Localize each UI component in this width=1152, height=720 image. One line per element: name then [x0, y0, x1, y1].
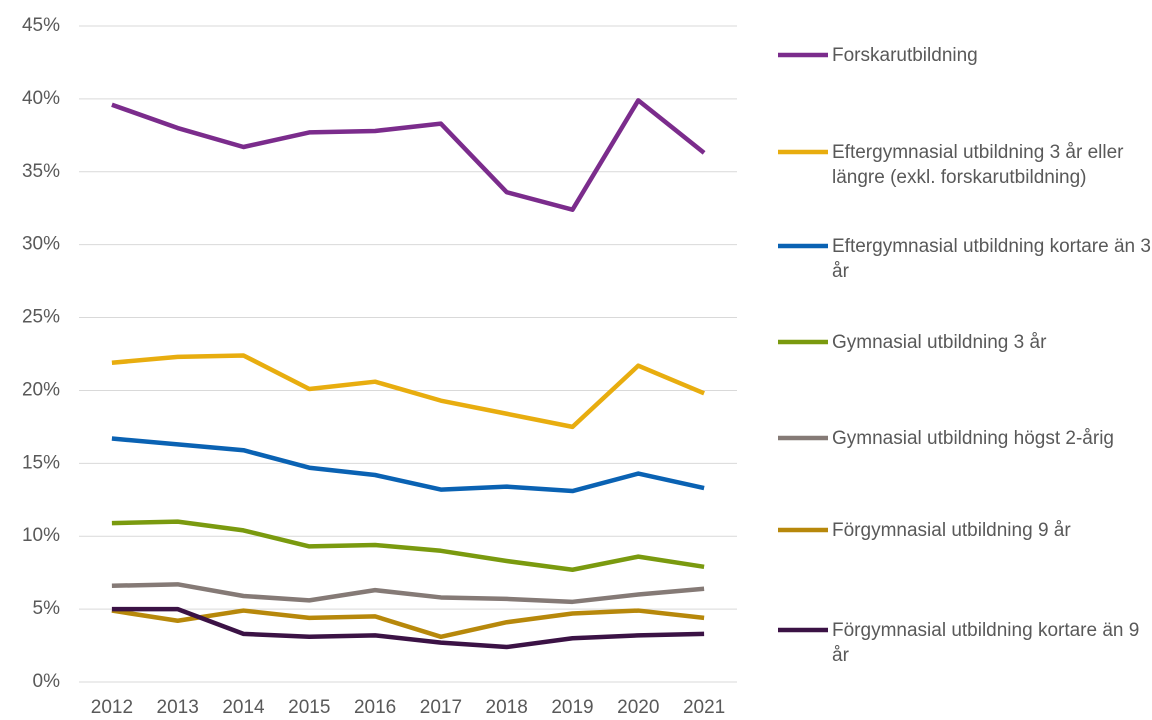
y-tick-label: 10% — [22, 525, 60, 546]
x-tick-label: 2016 — [354, 697, 396, 718]
series-line — [111, 608, 705, 640]
y-tick-label: 40% — [22, 88, 60, 109]
y-tick-label: 45% — [22, 15, 60, 36]
legend-label: Gymnasial utbildning 3 år — [832, 331, 1047, 353]
y-tick-label: 15% — [22, 452, 60, 473]
y-tick-label: 30% — [22, 234, 60, 255]
y-tick-label: 0% — [33, 671, 61, 692]
x-tick-label: 2019 — [551, 697, 593, 718]
legend-label: Eftergymnasial utbildning kortare än 3 å… — [832, 235, 1151, 282]
x-tick-label: 2012 — [91, 697, 133, 718]
y-tick-label: 5% — [33, 598, 61, 619]
y-tick-label: 25% — [22, 307, 60, 328]
legend-label: Förgymnasial utbildning kortare än 9 år — [832, 619, 1140, 666]
x-tick-label: 2021 — [683, 697, 725, 718]
series-line — [111, 436, 705, 494]
legend-label: Forskarutbildning — [832, 44, 978, 66]
x-tick-label: 2020 — [617, 697, 659, 718]
x-tick-label: 2015 — [288, 697, 330, 718]
series-line — [111, 582, 705, 605]
series-line — [111, 519, 705, 573]
legend-label: Eftergymnasial utbildning 3 år eller län… — [832, 141, 1124, 188]
x-tick-label: 2014 — [222, 697, 265, 718]
x-tick-label: 2017 — [420, 697, 462, 718]
y-tick-label: 20% — [22, 379, 60, 400]
series-line — [111, 353, 705, 430]
legend-label: Gymnasial utbildning högst 2-årig — [832, 427, 1114, 449]
series-line — [111, 98, 706, 212]
x-tick-label: 2018 — [486, 697, 528, 718]
y-tick-label: 35% — [22, 161, 60, 182]
x-tick-label: 2013 — [157, 697, 199, 718]
series-line — [111, 606, 705, 650]
legend-label: Förgymnasial utbildning 9 år — [832, 519, 1071, 541]
